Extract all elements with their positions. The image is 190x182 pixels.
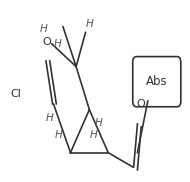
Text: H: H	[89, 130, 97, 141]
Text: Abs: Abs	[146, 75, 168, 88]
Text: H: H	[40, 24, 48, 34]
Text: H: H	[53, 39, 61, 49]
Text: O: O	[43, 37, 51, 47]
Text: H: H	[86, 19, 93, 29]
FancyBboxPatch shape	[133, 57, 181, 107]
Text: H: H	[55, 130, 63, 141]
Text: H: H	[46, 113, 54, 123]
Text: H: H	[95, 118, 103, 128]
Text: O: O	[137, 99, 146, 109]
Text: Cl: Cl	[10, 89, 21, 99]
